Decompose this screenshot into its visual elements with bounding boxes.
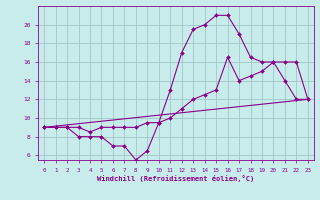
X-axis label: Windchill (Refroidissement éolien,°C): Windchill (Refroidissement éolien,°C) bbox=[97, 175, 255, 182]
